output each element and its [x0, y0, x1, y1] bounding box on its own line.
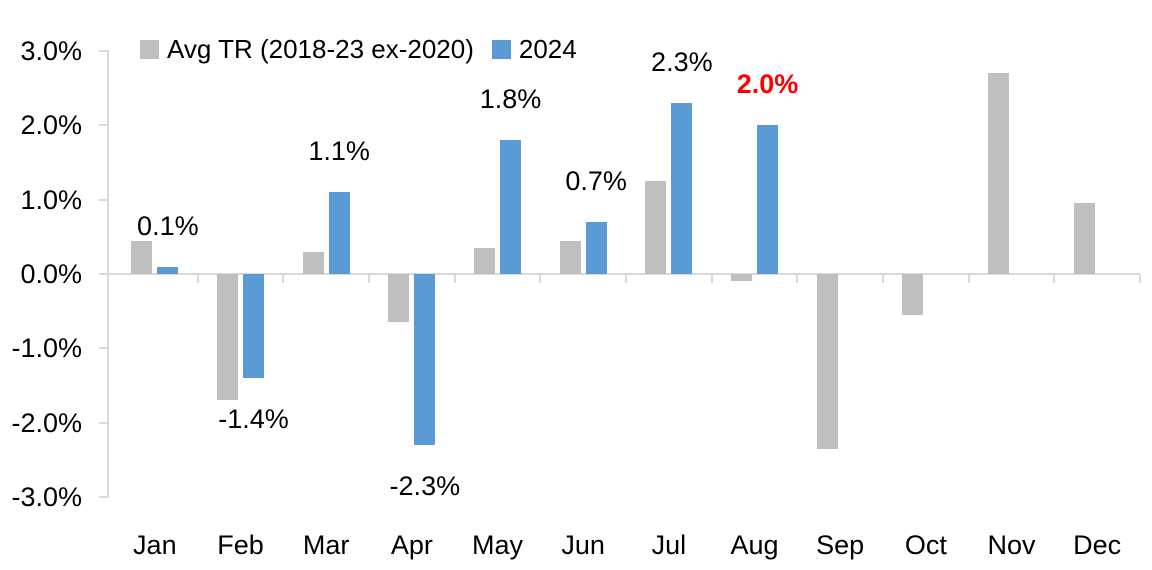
avg-tr-bar: [731, 274, 752, 282]
bar-2024: [585, 221, 607, 274]
avg-tr-bar: [1073, 203, 1095, 274]
x-axis-tick: [453, 275, 456, 283]
x-axis-month-label: Mar: [302, 530, 350, 560]
x-axis-month-label: Feb: [217, 530, 264, 560]
data-label-2024: 1.1%: [308, 136, 370, 167]
legend-label-avg-tr: Avg TR (2018-23 ex-2020): [167, 34, 474, 64]
y-axis-tick-label: -1.0%: [11, 333, 82, 364]
bar-2024: [757, 125, 778, 274]
legend-swatch-avg-tr-icon: [140, 39, 159, 59]
x-axis-tick: [282, 275, 285, 283]
x-axis-tick: [1053, 275, 1056, 283]
legend-item-avg-tr: Avg TR (2018-23 ex-2020): [140, 33, 474, 65]
y-axis-tick: [99, 495, 109, 498]
avg-tr-bar: [217, 274, 238, 401]
legend-label-2024: 2024: [518, 34, 577, 64]
x-axis-tick: [967, 275, 970, 283]
avg-tr-bar: [988, 73, 1009, 274]
bar-2024: [243, 274, 264, 379]
y-axis-tick-label: 1.0%: [20, 184, 82, 215]
legend-swatch-2024-icon: [491, 39, 511, 59]
data-label-2024: 2.3%: [651, 47, 713, 78]
x-axis-month-label: Oct: [904, 530, 947, 560]
avg-tr-bar: [816, 274, 838, 449]
avg-tr-bar: [388, 274, 410, 323]
x-axis-tick: [368, 275, 370, 283]
avg-tr-bar: [302, 251, 324, 274]
x-axis-month-label: Dec: [1073, 530, 1122, 560]
bar-2024: [414, 274, 436, 445]
x-axis-month-label: Jun: [561, 530, 605, 560]
y-axis-tick-label: -3.0%: [11, 481, 82, 512]
legend-item-2024: 2024: [491, 33, 577, 65]
legend: Avg TR (2018-23 ex-2020) 2024: [140, 33, 577, 65]
x-axis-tick: [796, 275, 799, 283]
x-axis-month-label: Aug: [730, 530, 779, 560]
x-axis-tick: [539, 275, 542, 283]
x-axis-month-label: Sep: [816, 530, 865, 560]
y-axis-tick-label: -2.0%: [11, 407, 82, 438]
bar-2024: [500, 140, 521, 274]
data-label-2024: 1.8%: [479, 84, 542, 115]
avg-tr-bar: [645, 181, 667, 274]
x-axis-month-label: May: [471, 530, 524, 560]
data-label-2024: 2.0%: [736, 69, 799, 100]
data-label-2024: 0.1%: [137, 210, 199, 241]
y-axis-tick: [99, 50, 109, 53]
x-axis-tick: [196, 275, 199, 283]
avg-tr-bar: [131, 240, 153, 274]
data-label-2024: -1.4%: [218, 404, 289, 435]
zero-line: [107, 273, 1140, 275]
bar-2024: [157, 266, 179, 274]
avg-tr-bar: [902, 274, 924, 315]
bar-2024: [671, 103, 693, 274]
bar-2024: [328, 192, 350, 274]
x-axis-tick: [710, 275, 713, 283]
avg-tr-bar: [559, 240, 581, 274]
y-axis-tick: [99, 198, 109, 201]
x-axis-tick: [882, 275, 884, 283]
y-axis-tick: [99, 124, 109, 127]
x-axis-month-label: Apr: [390, 530, 433, 560]
y-axis-tick: [99, 347, 109, 350]
x-axis-tick: [1139, 275, 1141, 283]
x-axis-tick: [625, 275, 627, 283]
y-axis-tick-label: 0.0%: [20, 259, 82, 289]
avg-tr-bar: [474, 247, 495, 274]
y-axis-tick-label: 3.0%: [20, 36, 82, 67]
x-axis-month-label: Jul: [651, 530, 687, 560]
y-axis-tick-label: 2.0%: [20, 110, 82, 141]
y-axis-tick: [99, 421, 109, 424]
data-label-2024: 0.7%: [565, 165, 627, 196]
data-label-2024: -2.3%: [389, 470, 461, 501]
y-axis-tick: [99, 273, 109, 275]
x-axis-month-label: Nov: [987, 530, 1036, 560]
x-axis-month-label: Jan: [133, 530, 177, 560]
